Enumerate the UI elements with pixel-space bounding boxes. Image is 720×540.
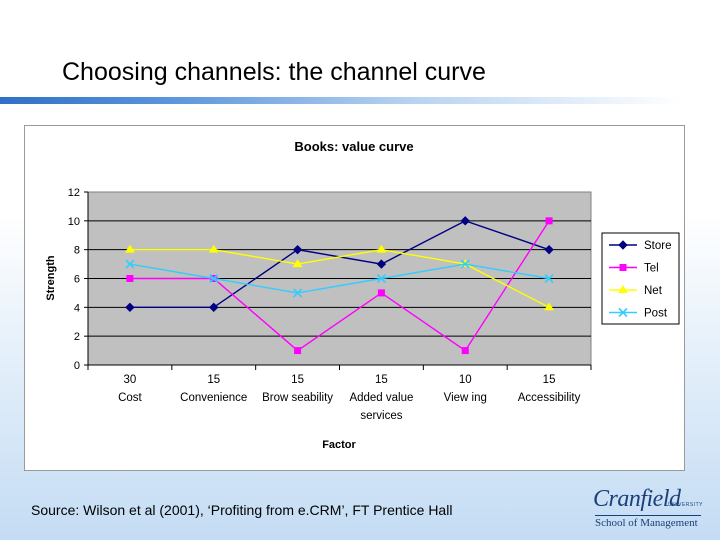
chart: Books: value curve Strength Factor 0 2 4 6 8… xyxy=(45,139,680,451)
legend-box xyxy=(601,232,680,325)
data-point-post xyxy=(209,273,219,284)
legend-label-tel: Tel xyxy=(644,263,659,275)
x-tick-label: 30 Cost xyxy=(118,374,142,404)
legend-label-post: Post xyxy=(644,308,668,320)
slide-title: Choosing channels: the channel curve xyxy=(62,58,486,86)
legend-label-store: Store xyxy=(644,240,672,252)
y-tick-label: 12 xyxy=(68,187,80,199)
logo-wordmark: Cranfield xyxy=(593,486,681,512)
data-point-store xyxy=(125,302,135,313)
data-point-store xyxy=(292,244,303,255)
series-line-tel xyxy=(129,220,550,352)
logo-rule xyxy=(595,515,701,516)
series-line-net xyxy=(129,248,550,308)
marker-stroke xyxy=(376,273,386,284)
x-tick-label: 15 Convenience xyxy=(180,374,247,404)
marker-stroke xyxy=(618,307,628,318)
data-point-store xyxy=(460,216,470,226)
data-point-post xyxy=(460,259,470,269)
y-tick-label: 4 xyxy=(74,302,80,314)
x-tick-label: 10 View ing xyxy=(444,374,487,404)
title-rule xyxy=(0,97,682,104)
data-point-net xyxy=(208,244,219,253)
y-axis-label: Strength xyxy=(45,255,57,301)
series-line-post xyxy=(129,263,550,294)
x-axis-label: Factor xyxy=(322,439,356,451)
legend-label-net: Net xyxy=(644,285,663,297)
y-tick-label: 10 xyxy=(68,216,80,228)
x-tick-label: 15 Brow seability xyxy=(262,374,333,404)
plot-area: 0 2 4 6 8 10 12 30 Cost 15 Convenience 15 Brow seabi… xyxy=(68,187,592,422)
data-point-net xyxy=(544,302,555,311)
x-tick-label: 15 Added value services xyxy=(349,374,413,422)
legend: Store Tel Net Post xyxy=(601,232,680,325)
data-point-net xyxy=(376,244,387,253)
source-citation: Source: Wilson et al (2001), ‘Profiting … xyxy=(31,502,453,518)
data-point-tel xyxy=(126,275,134,282)
chart-title: Books: value curve xyxy=(294,139,413,154)
logo-subtitle: School of Management xyxy=(595,517,698,529)
legend-marker-tel xyxy=(619,264,627,271)
marker-stroke xyxy=(460,259,470,269)
y-tick-label: 6 xyxy=(74,274,80,286)
marker-stroke xyxy=(125,259,135,269)
logo-university: UNIVERSITY xyxy=(668,502,704,508)
data-point-post xyxy=(293,288,303,298)
x-tick-label: 15 Accessibility xyxy=(518,374,581,404)
legend-marker-store xyxy=(618,240,628,250)
data-point-store xyxy=(544,244,554,255)
legend-marker-net xyxy=(618,285,628,293)
cranfield-logo: Cranfield UNIVERSITY School of Managemen… xyxy=(593,486,705,530)
marker-stroke xyxy=(544,273,554,284)
data-point-post xyxy=(376,273,386,284)
y-tick-label: 8 xyxy=(74,245,80,257)
data-point-tel xyxy=(545,217,553,225)
data-point-net xyxy=(292,259,303,268)
data-point-tel xyxy=(461,347,469,355)
marker-stroke xyxy=(209,273,219,284)
data-point-tel xyxy=(377,289,385,297)
data-point-post xyxy=(125,259,135,269)
y-tick-label: 2 xyxy=(74,331,80,343)
legend-marker-post xyxy=(618,307,628,318)
data-point-store xyxy=(209,302,219,313)
data-point-store xyxy=(376,259,387,269)
y-tick-label: 0 xyxy=(74,360,80,372)
marker-stroke xyxy=(293,288,303,298)
data-point-net xyxy=(124,244,135,253)
data-point-post xyxy=(544,273,554,284)
data-point-tel xyxy=(294,347,302,355)
chart-frame: Books: value curve Strength Factor 0 2 4 6 8… xyxy=(24,125,685,471)
